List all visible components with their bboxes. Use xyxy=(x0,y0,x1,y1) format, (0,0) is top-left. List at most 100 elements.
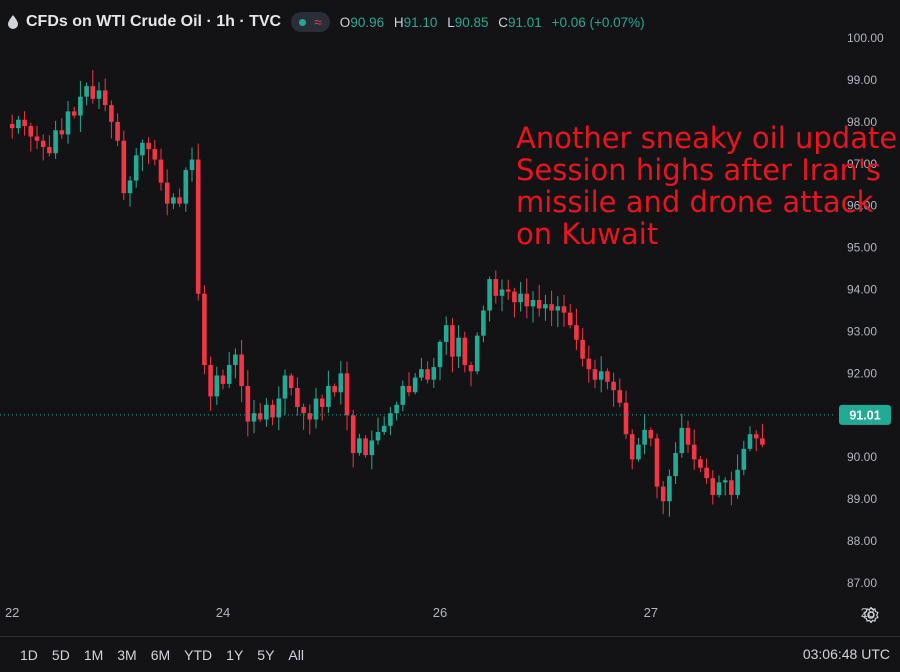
y-tick-label: 100.00 xyxy=(847,31,884,45)
candle-body xyxy=(512,291,517,303)
candle-body xyxy=(741,448,747,470)
candle-body xyxy=(524,293,530,307)
candle-body xyxy=(251,413,257,422)
candle-body xyxy=(152,149,158,160)
candle-body xyxy=(549,304,554,311)
candle-body xyxy=(22,119,27,127)
high-key: H xyxy=(393,14,404,30)
range-5d-button[interactable]: 5D xyxy=(51,646,70,663)
annotation-text: Another sneaky oil update. Session highs… xyxy=(516,121,900,250)
candle-body xyxy=(375,432,381,441)
candle-body xyxy=(78,96,83,116)
candle-body xyxy=(282,375,288,399)
candle-body xyxy=(636,444,641,460)
candle-body xyxy=(735,469,740,495)
candle-body xyxy=(53,130,58,154)
candle-body xyxy=(90,86,96,99)
candle-body xyxy=(319,398,325,407)
candle-body xyxy=(667,476,672,502)
range-6m-button[interactable]: 6M xyxy=(150,646,171,663)
open-value: 90.96 xyxy=(350,14,385,30)
candle-body xyxy=(629,434,635,460)
candle-body xyxy=(84,86,89,97)
range-3m-button[interactable]: 3M xyxy=(117,646,137,663)
candle-body xyxy=(270,404,275,418)
status-pill[interactable]: ≈ xyxy=(291,12,330,32)
candle-body xyxy=(34,136,40,141)
candle-body xyxy=(673,453,678,477)
utc-clock[interactable]: 03:06:48 UTC xyxy=(802,646,890,662)
x-tick-label: 22 xyxy=(5,605,19,620)
candle-body xyxy=(59,130,65,135)
annotation-line: missile and drone attack xyxy=(516,185,874,219)
close-key: C xyxy=(498,14,509,30)
range-all-button[interactable]: All xyxy=(288,646,304,663)
candle-body xyxy=(716,482,722,495)
candle-body xyxy=(127,180,133,194)
x-tick-label: 27 xyxy=(644,605,658,620)
y-tick-label: 97.00 xyxy=(847,157,877,171)
candle-body xyxy=(357,438,362,454)
candle-body xyxy=(381,425,387,433)
candle-body xyxy=(307,413,313,420)
candle-body xyxy=(338,373,344,393)
candle-body xyxy=(493,279,499,296)
candle-body xyxy=(574,325,579,340)
last-price-tag xyxy=(839,404,891,425)
candle-body xyxy=(189,159,195,171)
candle-body xyxy=(518,293,523,303)
candle-body xyxy=(109,105,114,122)
gear-icon[interactable] xyxy=(862,606,880,624)
open-key: O xyxy=(339,14,351,30)
candle-body xyxy=(140,142,145,156)
candle-body xyxy=(96,90,102,99)
symbol-title[interactable]: CFDs on WTI Crude Oil · 1h · TVC xyxy=(26,13,282,30)
candle-body xyxy=(623,402,629,435)
candle-body xyxy=(481,310,486,336)
candle-body xyxy=(226,365,232,384)
change-value: +0.06 (+0.07%) xyxy=(551,14,645,30)
candle-body xyxy=(295,388,300,407)
candle-body xyxy=(350,415,356,454)
candle-body xyxy=(654,438,660,487)
candle-body xyxy=(121,140,127,194)
range-1m-button[interactable]: 1M xyxy=(83,646,104,663)
annotation-line: Another sneaky oil update. xyxy=(516,121,900,155)
candle-body xyxy=(456,337,461,357)
range-ytd-button[interactable]: YTD xyxy=(184,646,213,663)
candle-body xyxy=(313,398,319,420)
candle-body xyxy=(468,365,474,372)
candle-body xyxy=(499,289,505,296)
market-open-dot-icon xyxy=(299,18,307,26)
range-1d-button[interactable]: 1D xyxy=(20,646,38,663)
candle-body xyxy=(598,371,604,380)
candle-body xyxy=(406,385,412,393)
candle-body xyxy=(648,429,654,439)
candle-body xyxy=(691,444,697,460)
candle-body xyxy=(505,289,511,292)
candle-body xyxy=(704,467,709,479)
candle-body xyxy=(400,385,406,405)
candle-body xyxy=(65,111,71,135)
candle-body xyxy=(611,381,616,391)
range-1y-button[interactable]: 1Y xyxy=(226,646,244,663)
candle-body xyxy=(474,335,480,372)
candle-body xyxy=(437,341,443,368)
candle-body xyxy=(685,427,691,445)
candle-body xyxy=(264,404,269,420)
y-tick-label: 98.00 xyxy=(847,115,877,129)
candle-body xyxy=(164,182,170,204)
candle-body xyxy=(28,126,34,137)
candle-body xyxy=(16,119,21,129)
last-price-label: 91.01 xyxy=(849,408,880,422)
candle-body xyxy=(760,438,765,445)
bottom-toolbar: 1D 5D 1M 3M 6M YTD 1Y 5Y All 03:06:48 UT… xyxy=(0,636,900,672)
candle-body xyxy=(722,480,728,483)
oil-drop-icon xyxy=(8,15,18,29)
candle-body xyxy=(276,398,282,418)
low-value: 90.85 xyxy=(454,14,489,30)
candle-body xyxy=(183,170,189,204)
range-5y-button[interactable]: 5Y xyxy=(257,646,275,663)
